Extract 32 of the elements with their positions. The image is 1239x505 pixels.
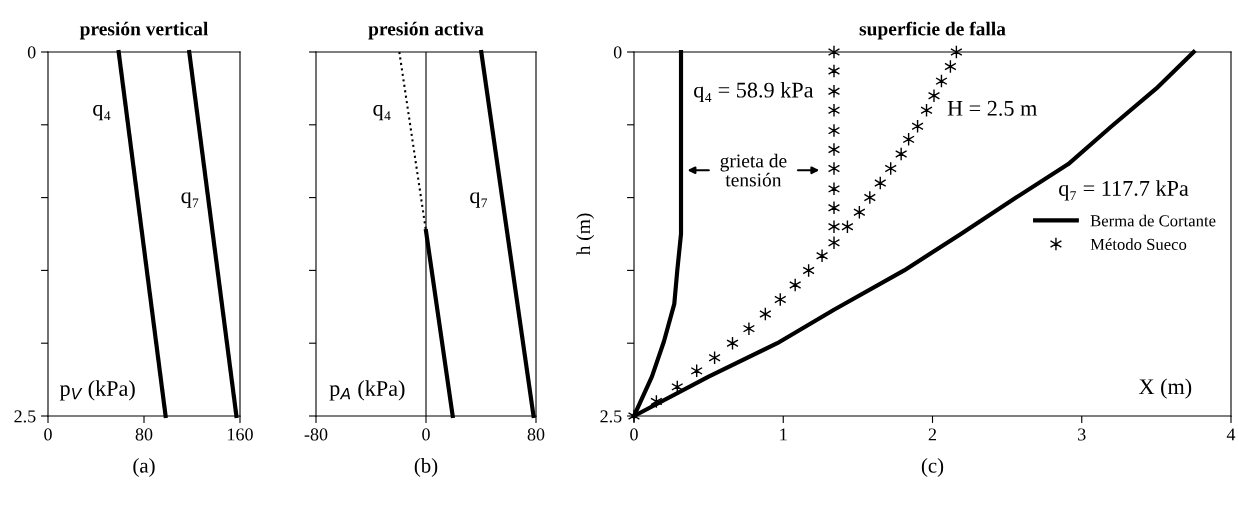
annotation: p$_{V}$ (kPa) xyxy=(59,380,135,401)
annotation: q₇ = 117.7 kPa xyxy=(1059,180,1189,201)
x-tick-label: 2 xyxy=(928,428,937,441)
annotation: q₄ = 58.9 kPa xyxy=(694,81,814,103)
x-tick-label: 1 xyxy=(780,428,787,441)
chart-title: presión vertical xyxy=(79,21,209,40)
x-tick-label: 160 xyxy=(228,428,253,441)
x-axis-title: (a) xyxy=(133,458,155,477)
x-tick-label: 0 xyxy=(630,428,638,441)
x-axis-title: (c) xyxy=(921,458,944,477)
annotation: H = 2.5 m xyxy=(947,100,1038,116)
annotation: q₇ xyxy=(470,192,488,208)
annotation: grieta de tensión xyxy=(720,153,787,187)
x-tick-label: 0 xyxy=(44,428,52,441)
y-tick-label: 2.5 xyxy=(600,410,622,423)
annotation: q₄ xyxy=(93,104,111,121)
x-tick-label: -80 xyxy=(304,428,328,441)
chart-title: presión activa xyxy=(368,21,484,40)
annotation: q₄ xyxy=(373,104,391,121)
annotation: q₇ xyxy=(181,192,199,208)
x-tick-label: 4 xyxy=(1226,428,1236,441)
chart-title: superficie de falla xyxy=(859,21,1006,40)
annotation: p$_{A}$ (kPa) xyxy=(329,380,405,401)
annotation: X (m) xyxy=(1138,378,1192,399)
x-tick-label: 3 xyxy=(1078,428,1086,441)
x-tick-label: 80 xyxy=(527,428,545,441)
y-axis-title: h (m) xyxy=(576,213,595,256)
x-axis-title: (b) xyxy=(414,458,438,477)
legend-label: Berma de Cortante xyxy=(1090,214,1216,227)
y-tick-label: 2.5 xyxy=(14,410,36,423)
x-tick-label: 0 xyxy=(422,428,430,441)
x-tick-label: 80 xyxy=(135,428,153,441)
